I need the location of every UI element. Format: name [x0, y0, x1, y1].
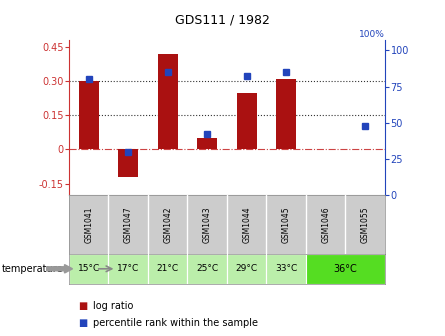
- Text: ■: ■: [78, 318, 87, 328]
- Text: ■: ■: [78, 301, 87, 311]
- Bar: [109, 254, 148, 284]
- Text: 36°C: 36°C: [334, 264, 357, 274]
- Text: percentile rank within the sample: percentile rank within the sample: [93, 318, 259, 328]
- Text: 15°C: 15°C: [77, 264, 100, 273]
- Text: GSM1045: GSM1045: [282, 206, 291, 243]
- Text: GSM1044: GSM1044: [242, 206, 251, 243]
- Bar: [267, 254, 306, 284]
- Bar: [197, 138, 217, 150]
- Text: 33°C: 33°C: [275, 264, 297, 273]
- Bar: [158, 54, 178, 150]
- Text: GSM1047: GSM1047: [124, 206, 133, 243]
- Text: 21°C: 21°C: [157, 264, 179, 273]
- Bar: [148, 254, 187, 284]
- Text: log ratio: log ratio: [93, 301, 134, 311]
- Text: GDS111 / 1982: GDS111 / 1982: [175, 13, 270, 27]
- Text: 17°C: 17°C: [117, 264, 139, 273]
- Bar: [227, 254, 267, 284]
- Text: GSM1055: GSM1055: [361, 206, 370, 243]
- Text: 29°C: 29°C: [236, 264, 258, 273]
- Text: temperature: temperature: [2, 264, 64, 274]
- Bar: [69, 254, 109, 284]
- Text: GSM1043: GSM1043: [203, 206, 212, 243]
- Bar: [118, 150, 138, 177]
- Text: 25°C: 25°C: [196, 264, 218, 273]
- Text: GSM1042: GSM1042: [163, 206, 172, 243]
- Bar: [237, 93, 257, 150]
- Bar: [187, 254, 227, 284]
- Bar: [79, 81, 99, 150]
- Text: GSM1041: GSM1041: [84, 206, 93, 243]
- Text: GSM1046: GSM1046: [321, 206, 330, 243]
- Text: 100%: 100%: [359, 30, 385, 39]
- Bar: [306, 254, 385, 284]
- Bar: [276, 79, 296, 150]
